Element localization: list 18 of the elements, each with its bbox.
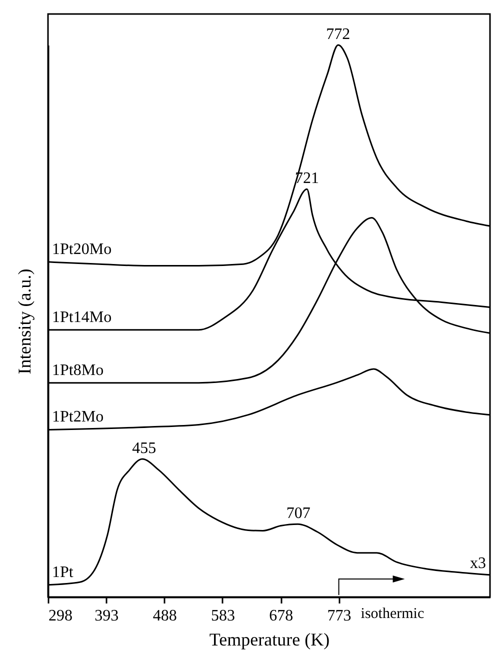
- series-label: 1Pt20Mo: [52, 240, 112, 258]
- text: isothermic: [360, 606, 424, 622]
- annotation: 772: [326, 26, 350, 43]
- x-tick-label: 678: [269, 608, 294, 624]
- series-label: 1Pt14Mo: [52, 308, 112, 326]
- annotation: 455: [132, 440, 156, 457]
- annotation: x3: [470, 555, 486, 572]
- annotation: 707: [286, 505, 310, 522]
- x-tick-label: 488: [152, 608, 177, 624]
- x-tick-label: 298: [48, 608, 72, 624]
- y-axis-title: Intensity (a.u.): [14, 268, 34, 374]
- series-label: 1Pt: [52, 564, 74, 581]
- x-tick-label: 773: [327, 608, 352, 624]
- x-tick-label: 393: [94, 608, 119, 624]
- x-axis-title: Temperature (K): [209, 630, 330, 650]
- series-label: 1Pt8Mo: [52, 362, 104, 379]
- x-tick-label: 583: [210, 608, 235, 624]
- series-label: 1Pt2Mo: [52, 408, 104, 426]
